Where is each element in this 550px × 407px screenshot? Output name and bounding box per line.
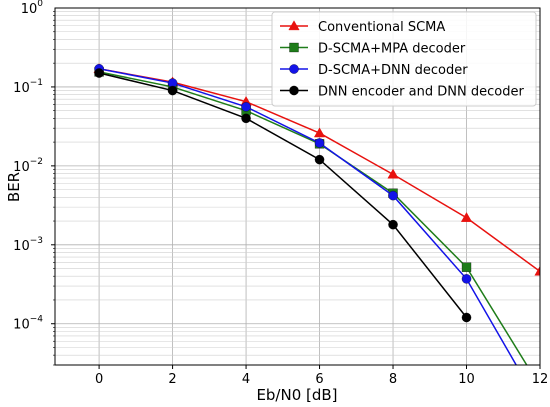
x-tick-label: 4 — [242, 372, 250, 387]
data-point — [534, 265, 540, 276]
x-tick-label: 6 — [315, 372, 323, 387]
series-layer — [93, 63, 544, 407]
data-point — [388, 190, 398, 201]
y-tick-label: 10−3 — [13, 236, 43, 254]
legend-marker — [289, 42, 299, 53]
legend-item: D-SCMA+DNN decoder — [280, 63, 468, 78]
data-point — [388, 219, 398, 230]
data-point — [460, 212, 473, 222]
legend-item: Conventional SCMA — [280, 20, 445, 35]
legend-box — [271, 11, 537, 107]
x-tick-label: 8 — [389, 372, 397, 387]
y-tick-label: 10−4 — [13, 315, 43, 333]
series-3 — [94, 63, 544, 407]
plot-frame — [54, 7, 541, 366]
axis-ticks: 0 2 4 6 8 10 12 100 10−1 10−2 10−3 10−4 — [13, 0, 548, 387]
y-tick-label: 100 — [21, 0, 44, 17]
data-point — [241, 113, 251, 124]
data-point — [313, 127, 326, 138]
x-tick-label: 2 — [168, 372, 176, 387]
series-line — [98, 72, 468, 318]
legend-label: D-SCMA+MPA decoder — [318, 42, 466, 57]
data-point — [461, 274, 472, 284]
data-point — [241, 102, 251, 112]
legend-label: Conventional SCMA — [318, 20, 445, 35]
data-point — [314, 138, 325, 148]
legend-marker — [289, 85, 299, 96]
data-point — [314, 154, 325, 165]
data-point — [461, 312, 472, 323]
x-tick-label: 0 — [95, 372, 103, 387]
legend-item: D-SCMA+MPA decoder — [280, 42, 466, 57]
data-point — [535, 402, 544, 407]
data-point — [167, 85, 178, 96]
x-tick-label: 10 — [458, 372, 475, 387]
y-tick-label: 10−1 — [13, 78, 43, 96]
x-tick-label: 12 — [532, 372, 549, 387]
y-axis-label: BER — [5, 172, 23, 202]
data-point — [461, 262, 472, 272]
x-axis-label: Eb/N0 [dB] — [256, 386, 337, 404]
legend-marker — [289, 64, 299, 74]
legend-marker — [288, 20, 300, 31]
y-tick-label: 10−2 — [13, 157, 43, 175]
legend-label: DNN encoder and DNN decoder — [318, 85, 524, 100]
legend: Conventional SCMA D-SCMA+MPA decoder D-SCM… — [271, 11, 537, 107]
legend-label: D-SCMA+DNN decoder — [318, 63, 468, 78]
data-point — [94, 68, 104, 78]
series-4 — [94, 68, 472, 323]
data-point — [387, 168, 399, 179]
legend-item: DNN encoder and DNN decoder — [280, 85, 524, 100]
